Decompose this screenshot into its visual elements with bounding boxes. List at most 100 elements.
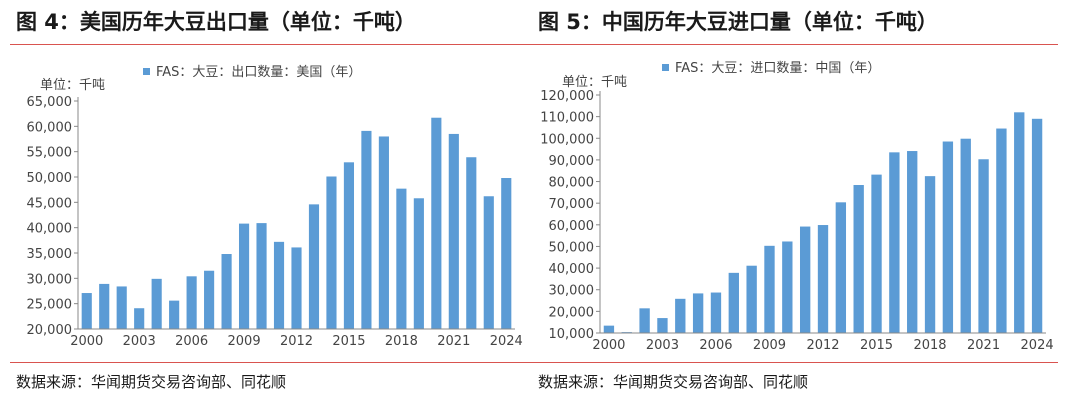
bar (728, 272, 739, 333)
bar (326, 176, 337, 329)
bar (907, 151, 918, 333)
bar (1014, 112, 1025, 333)
bar (1031, 118, 1043, 333)
y-tick-label: 20,000 (549, 305, 595, 320)
bar (764, 245, 775, 333)
y-tick-label: 70,000 (549, 197, 595, 212)
chart-title: 图 4：美国历年大豆出口量（单位：千吨） (16, 10, 416, 34)
legend-swatch (143, 68, 150, 75)
x-tick-label: 2018 (385, 334, 418, 349)
source-label: 数据来源：华闻期货交易咨询部、同花顺 (16, 373, 287, 391)
bar (116, 286, 127, 329)
bar (169, 300, 180, 329)
export-chart-panel: 图 4：美国历年大豆出口量（单位：千吨） FAS：大豆：出口数量：美国（年） 单位… (10, 0, 536, 411)
bar (603, 325, 615, 333)
bar (273, 241, 285, 329)
bar (889, 152, 900, 333)
bar (396, 188, 407, 329)
bar (466, 157, 477, 329)
bar (853, 185, 864, 333)
bar (817, 225, 829, 333)
bar (924, 176, 936, 333)
y-tick-label: 65,000 (27, 95, 73, 110)
bar (501, 178, 512, 329)
y-tick-label: 80,000 (549, 176, 595, 191)
x-tick-label: 2024 (1021, 338, 1054, 353)
bar (483, 196, 494, 329)
y-tick-label: 60,000 (27, 120, 73, 135)
bar (204, 270, 215, 329)
y-tick-label: 50,000 (549, 240, 595, 255)
bar (782, 241, 793, 333)
x-tick-label: 2024 (490, 334, 523, 349)
bar (657, 318, 668, 333)
us-soybean-export-bar-chart: FAS：大豆：出口数量：美国（年） 单位：千吨 65,000 60,000 55,000… (27, 65, 523, 349)
y-tick-label: 35,000 (27, 247, 73, 262)
x-tick-label: 2006 (175, 334, 208, 349)
title-divider (10, 44, 536, 45)
y-tick-label: 110,000 (540, 111, 594, 126)
y-tick-label: 40,000 (549, 262, 595, 277)
source-divider (532, 362, 1058, 363)
bar (978, 159, 989, 333)
bar (639, 308, 650, 333)
bar (413, 198, 424, 329)
bar (221, 254, 232, 329)
x-tick-label: 2000 (592, 338, 625, 353)
bar (871, 174, 882, 333)
y-tick-label: 60,000 (549, 219, 595, 234)
title-divider (532, 44, 1058, 45)
y-tick-label: 40,000 (27, 222, 73, 237)
x-tick-label: 2018 (913, 338, 946, 353)
bar (256, 223, 267, 329)
y-tick-label: 10,000 (549, 327, 595, 342)
import-chart-panel: 图 5：中国历年大豆进口量（单位：千吨） FAS：大豆：进口数量：中国（年） 单位… (532, 0, 1058, 411)
bar (942, 141, 954, 333)
bar (431, 117, 442, 329)
bar (692, 293, 704, 333)
source-divider (10, 362, 536, 363)
x-tick-label: 2003 (646, 338, 679, 353)
legend-swatch (662, 64, 669, 71)
y-tick-label: 45,000 (27, 196, 73, 211)
bar (308, 204, 320, 329)
bar (996, 128, 1007, 333)
bar (361, 130, 372, 329)
x-tick-label: 2006 (699, 338, 732, 353)
y-tick-label: 120,000 (540, 89, 594, 104)
y-tick-label: 20,000 (27, 323, 73, 338)
x-tick-label: 2009 (753, 338, 786, 353)
bar (343, 162, 355, 329)
bar (448, 133, 459, 329)
bar (99, 283, 110, 329)
chart-title: 图 5：中国历年大豆进口量（单位：千吨） (538, 10, 938, 34)
y-tick-label: 50,000 (27, 171, 73, 186)
unit-label: 单位：千吨 (40, 78, 105, 93)
source-label: 数据来源：华闻期货交易咨询部、同花顺 (538, 373, 809, 391)
y-tick-label: 100,000 (540, 132, 594, 147)
y-tick-label: 30,000 (549, 284, 595, 299)
legend-label: FAS：大豆：进口数量：中国（年） (675, 61, 880, 76)
x-tick-label: 2003 (123, 334, 156, 349)
bar (151, 278, 162, 329)
unit-label: 单位：千吨 (562, 75, 627, 90)
y-tick-label: 90,000 (549, 154, 595, 169)
y-tick-label: 30,000 (27, 272, 73, 287)
legend-label: FAS：大豆：出口数量：美国（年） (156, 65, 361, 80)
y-tick-label: 55,000 (27, 146, 73, 161)
bar (960, 138, 971, 333)
bar (835, 202, 847, 333)
x-tick-label: 2021 (967, 338, 1000, 353)
x-tick-label: 2009 (228, 334, 261, 349)
bar (799, 226, 811, 333)
x-tick-label: 2015 (860, 338, 893, 353)
bar (378, 136, 389, 329)
x-tick-label: 2021 (437, 334, 470, 349)
bar (675, 298, 686, 333)
x-tick-label: 2000 (70, 334, 103, 349)
bar (746, 265, 757, 333)
bar (291, 247, 302, 329)
x-tick-label: 2012 (806, 338, 839, 353)
bar (186, 276, 197, 329)
